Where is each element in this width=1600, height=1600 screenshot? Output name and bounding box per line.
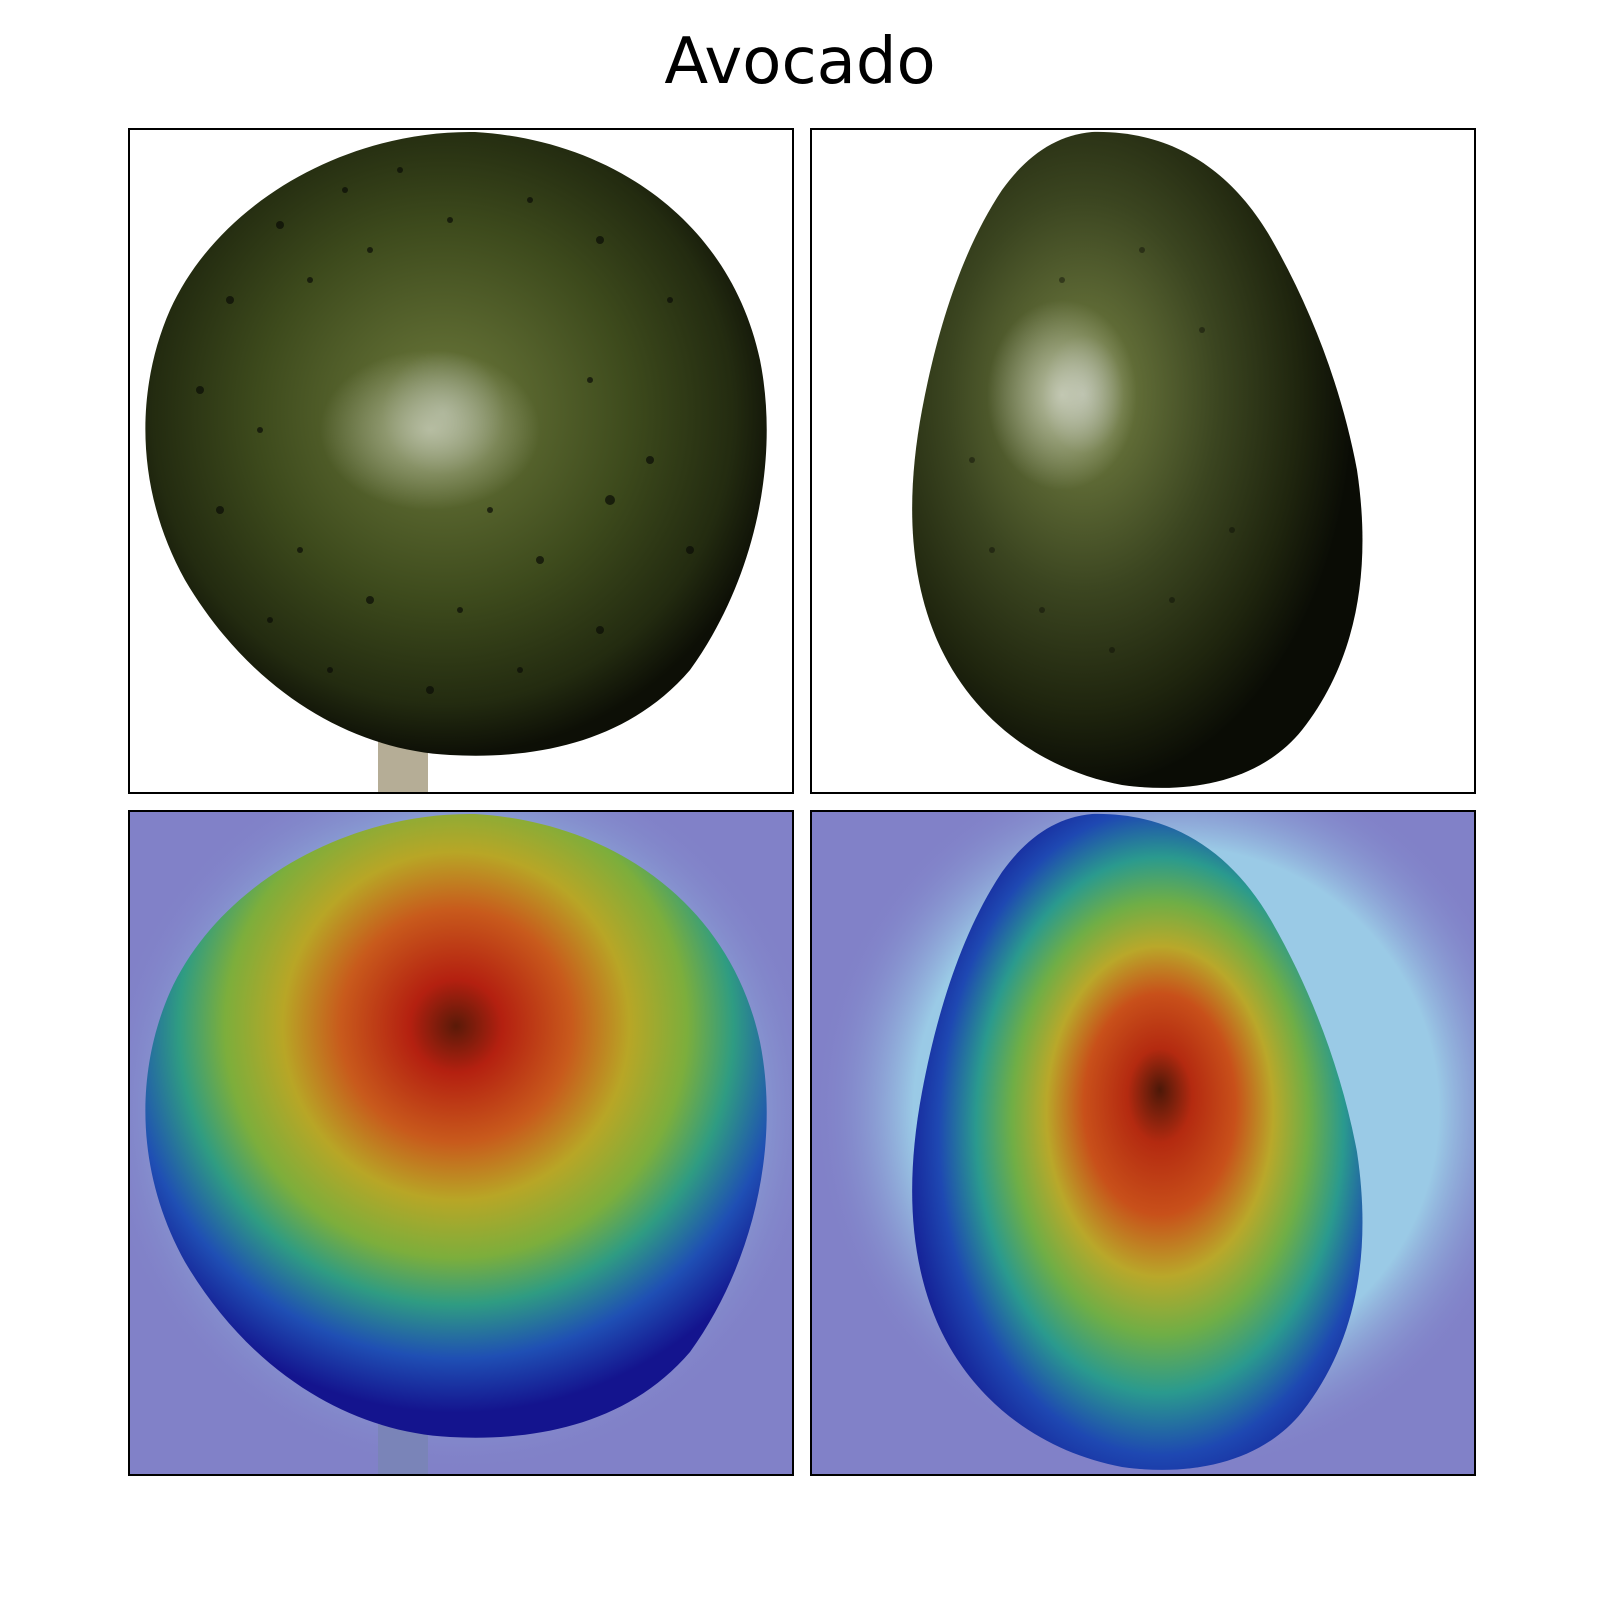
avocado-photo-round bbox=[128, 128, 794, 794]
avocado-heatmap-round-image bbox=[130, 812, 792, 1474]
avocado-photo-oval bbox=[810, 128, 1476, 794]
avocado-photo-round-image bbox=[130, 130, 792, 792]
avocado-heatmap-oval bbox=[810, 810, 1476, 1476]
figure-title: Avocado bbox=[664, 25, 936, 99]
avocado-heatmap-round bbox=[128, 810, 794, 1476]
avocado-heatmap-oval-image bbox=[812, 812, 1474, 1474]
avocado-photo-oval-image bbox=[812, 130, 1474, 792]
